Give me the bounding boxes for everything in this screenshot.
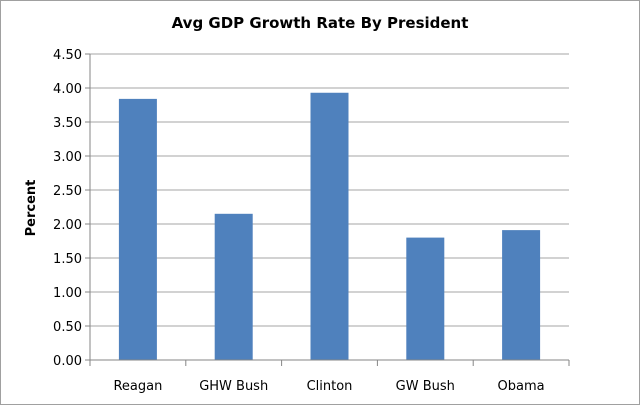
- chart-title: Avg GDP Growth Rate By President: [172, 14, 469, 32]
- bar-clinton: [310, 92, 349, 360]
- y-tick-label: 4.50: [53, 48, 82, 63]
- y-tick-label: 0.50: [53, 320, 82, 335]
- bar-ghw-bush: [214, 213, 253, 360]
- y-tick-label: 3.50: [53, 116, 82, 131]
- x-tick-label: GW Bush: [396, 379, 455, 394]
- y-tick-label: 1.50: [53, 252, 82, 267]
- bar-obama: [502, 230, 541, 360]
- y-tick-label: 2.00: [53, 218, 82, 233]
- x-tick-label: Obama: [498, 379, 545, 394]
- x-tick-label: Clinton: [307, 379, 353, 394]
- y-tick-label: 2.50: [53, 184, 82, 199]
- y-tick-label: 4.00: [53, 82, 82, 97]
- y-tick-label: 3.00: [53, 150, 82, 165]
- x-tick-label: GHW Bush: [199, 379, 268, 394]
- bar-gw-bush: [406, 237, 445, 360]
- y-axis-label: Percent: [24, 180, 39, 237]
- bar-reagan: [118, 98, 157, 360]
- x-tick-label: Reagan: [113, 379, 162, 394]
- y-tick-label: 0.00: [53, 354, 82, 369]
- y-tick-label: 1.00: [53, 286, 82, 301]
